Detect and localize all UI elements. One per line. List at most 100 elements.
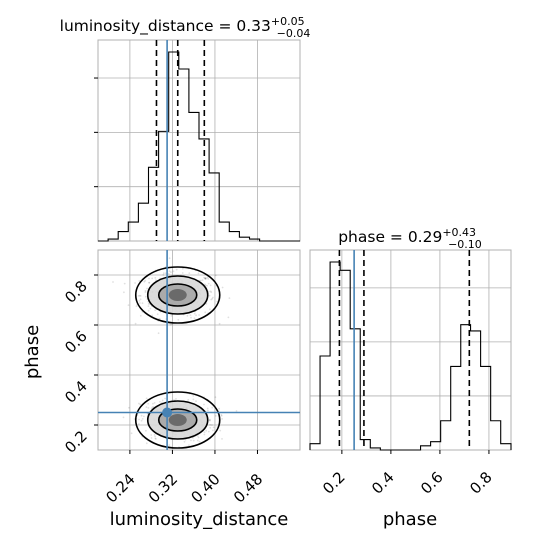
truth-point: [162, 407, 173, 418]
sample-point: [204, 277, 206, 280]
density-contour: [157, 283, 198, 307]
y-ticks: [94, 77, 98, 188]
density-level-fill: [168, 414, 187, 426]
sample-point: [138, 294, 141, 297]
sample-point: [211, 297, 214, 300]
sample-point: [170, 271, 172, 274]
sample-point: [140, 414, 143, 417]
sample-point: [155, 438, 157, 440]
sample-point: [214, 415, 217, 417]
sample-point: [204, 278, 207, 280]
sample-point: [169, 323, 172, 326]
sample-point: [175, 268, 178, 271]
sample-point: [144, 291, 147, 293]
sample-point: [147, 303, 150, 305]
sample-point: [140, 419, 143, 422]
panel-phase-hist: phase = 0.29+0.43 −0.10 0.2 0.4 0.6 0.8 phas…: [309, 226, 512, 530]
grid: [98, 40, 300, 241]
sample-point: [206, 407, 209, 410]
sample-point: [228, 297, 231, 299]
sample-point: [214, 396, 217, 399]
density-contour: [146, 275, 209, 315]
sample-point: [138, 423, 140, 425]
sample-point: [196, 435, 199, 437]
x-ticks: 0.2 0.4 0.6 0.8: [319, 450, 496, 498]
sample-point: [204, 277, 207, 280]
sample-point: [190, 439, 192, 442]
sample-point: [183, 440, 186, 443]
sample-point: [145, 429, 147, 432]
sample-point: [151, 314, 154, 317]
panel-frame: [97, 39, 301, 242]
sample-point: [209, 423, 212, 426]
y-axis-label-phase: phase: [22, 325, 43, 379]
sample-point: [190, 316, 192, 319]
sample-point: [212, 296, 214, 299]
sample-point: [161, 399, 164, 402]
sample-point: [203, 276, 205, 279]
sample-point: [170, 315, 173, 317]
sample-point: [221, 286, 224, 289]
histogram-step-line: [98, 51, 300, 242]
sample-point: [153, 433, 156, 436]
sample-point: [139, 298, 142, 301]
quantile-lines: [155, 40, 206, 241]
sample-point: [221, 438, 223, 440]
sample-point: [219, 429, 222, 432]
sample-point: [147, 309, 150, 312]
x-tick-label: 0.2: [319, 468, 349, 498]
sample-point: [208, 294, 211, 297]
sample-point: [181, 272, 184, 274]
density-contours: [134, 266, 221, 449]
sample-point: [138, 280, 141, 282]
x-axis-label-luminosity-distance: luminosity_distance: [110, 509, 289, 530]
sample-point: [203, 403, 205, 406]
sample-point: [112, 281, 114, 283]
sample-point: [139, 302, 141, 304]
title-luminosity-distance: luminosity_distance = 0.33+0.05 −0.04: [60, 15, 311, 40]
sample-point: [201, 279, 204, 281]
sample-point: [193, 317, 196, 320]
density-contour: [146, 400, 209, 440]
sample-point: [207, 290, 210, 293]
x-axis-label-phase: phase: [383, 509, 437, 530]
density-level-fill: [168, 289, 187, 301]
y-tick-label: 0.6: [61, 327, 91, 357]
sample-point: [209, 308, 211, 311]
y-ticks: 0.2 0.4 0.6 0.8: [61, 274, 98, 457]
sample-point: [207, 430, 210, 433]
sample-point: [159, 400, 161, 403]
panel-frame: [97, 249, 301, 451]
x-tick-label: 0.4: [368, 468, 398, 498]
sample-point: [123, 282, 126, 285]
title-main: phase = 0.29: [338, 228, 442, 246]
sample-point: [154, 309, 157, 312]
title-plus: +0.43: [442, 226, 476, 239]
sample-point: [221, 418, 224, 420]
sample-point: [227, 316, 230, 319]
sample-point: [235, 410, 238, 412]
sample-point: [177, 318, 180, 321]
density-contour: [134, 391, 221, 449]
sample-point: [198, 440, 201, 443]
sample-point: [134, 282, 137, 284]
sample-point: [155, 279, 157, 282]
sample-point: [150, 434, 153, 436]
sample-point: [197, 272, 200, 275]
sample-point: [216, 300, 219, 303]
sample-point: [210, 298, 213, 301]
sample-point: [139, 314, 142, 317]
sample-point: [151, 406, 154, 408]
sample-point: [123, 291, 125, 294]
title-plus: +0.05: [271, 15, 305, 28]
sample-point: [186, 314, 189, 317]
sample-point: [144, 279, 147, 282]
sample-point: [220, 414, 223, 416]
sample-point: [193, 312, 196, 315]
y-tick-label: 0.2: [61, 427, 91, 457]
sample-point: [205, 302, 208, 305]
sample-point: [146, 412, 149, 415]
sample-point: [212, 426, 215, 429]
sample-point: [175, 398, 177, 400]
